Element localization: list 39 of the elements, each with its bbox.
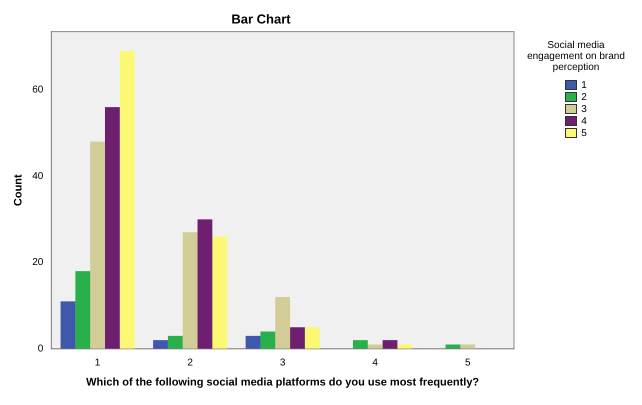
bar — [120, 51, 135, 349]
bar — [397, 344, 412, 349]
legend-label: 3 — [581, 104, 587, 114]
x-tick-label: 5 — [464, 358, 471, 369]
x-tick-label: 3 — [280, 358, 286, 369]
y-tick-label: 0 — [38, 344, 44, 355]
bar — [246, 336, 260, 349]
x-tick-label: 4 — [372, 358, 378, 369]
y-axis-title: Count — [12, 174, 25, 206]
bar — [290, 327, 305, 349]
legend-label: 2 — [581, 92, 587, 102]
bar — [304, 327, 320, 349]
x-axis-title: Which of the following social media platforms do you use most frequently? — [86, 376, 480, 388]
bar — [75, 271, 90, 349]
bar — [446, 344, 460, 349]
bar — [168, 336, 183, 349]
y-tick-label: 60 — [32, 84, 44, 96]
bar — [260, 332, 276, 349]
bar — [198, 219, 212, 349]
bar — [104, 107, 120, 349]
y-tick-label: 40 — [32, 170, 44, 182]
bar — [368, 344, 383, 349]
bar — [182, 232, 198, 349]
bar — [382, 340, 398, 349]
x-tick-label: 1 — [94, 358, 101, 369]
legend-label: 4 — [581, 116, 587, 126]
x-tick-label: 2 — [187, 358, 194, 369]
bar — [460, 344, 476, 349]
legend-label: 1 — [581, 80, 587, 90]
bar — [352, 340, 368, 349]
chart-title: Bar Chart — [231, 11, 292, 26]
y-tick-label: 20 — [32, 257, 44, 268]
legend-label: 5 — [581, 128, 587, 138]
bar — [212, 236, 228, 349]
bar — [275, 297, 290, 349]
bar — [90, 142, 105, 349]
legend-title: Social media engagement on brand perception — [526, 40, 626, 73]
bar — [153, 340, 168, 349]
bar — [60, 301, 76, 349]
